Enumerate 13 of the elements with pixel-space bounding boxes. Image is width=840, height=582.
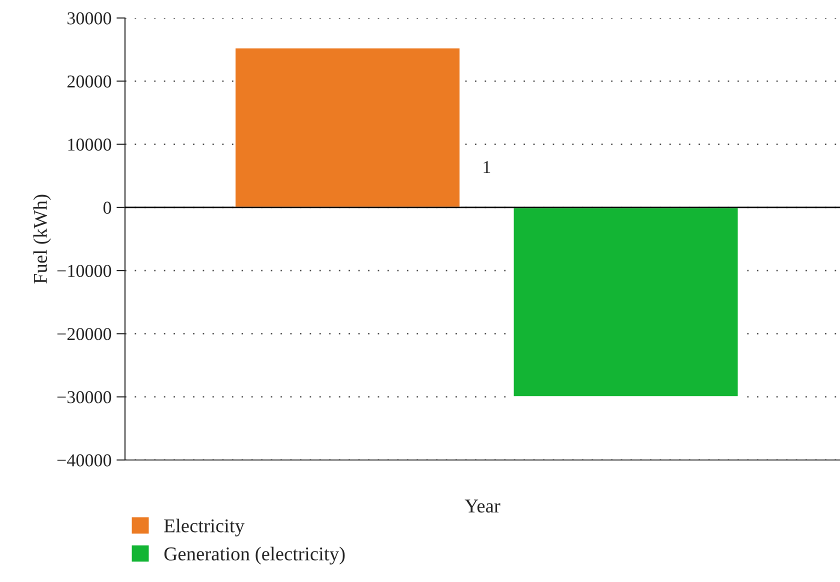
y-axis-title: Fuel (kWh) — [33, 194, 51, 284]
y-tick-label: 20000 — [67, 75, 112, 88]
legend-label: Electricity — [164, 518, 245, 536]
y-tick-label: −10000 — [57, 264, 112, 278]
x-axis-title: Year — [464, 500, 500, 513]
y-tick-label: 0 — [103, 202, 112, 214]
x-tick-label: 1 — [484, 161, 490, 174]
y-tick-label: −40000 — [57, 454, 112, 466]
y-tick-label: −30000 — [57, 391, 112, 404]
y-tick-label: −20000 — [57, 328, 112, 340]
legend-label: Generation (electricity) — [164, 546, 345, 564]
y-tick-label: 10000 — [68, 138, 112, 151]
y-tick-label: 30000 — [68, 12, 112, 24]
